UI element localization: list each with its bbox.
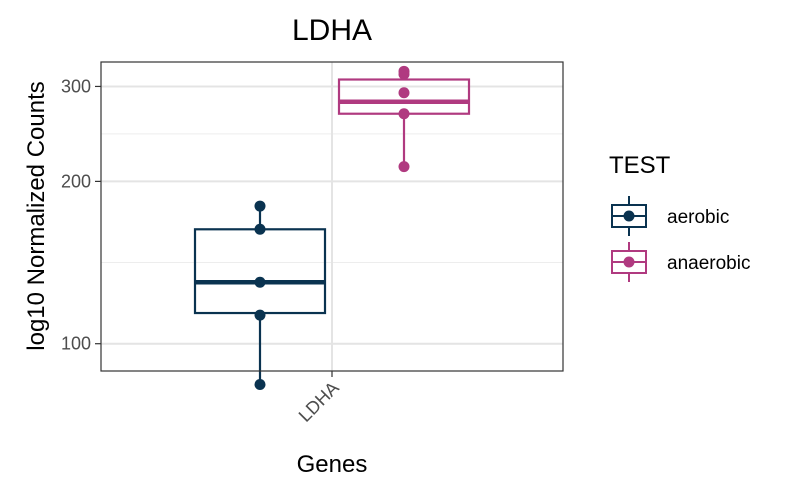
data-point	[254, 379, 266, 391]
data-point	[398, 65, 410, 77]
y-tick-label: 300	[61, 76, 91, 96]
legend-key-point	[623, 256, 635, 268]
data-point	[254, 223, 266, 235]
box-aerobic	[193, 200, 327, 391]
data-point	[398, 108, 410, 120]
data-point	[254, 309, 266, 321]
data-point	[398, 87, 410, 99]
data-point	[254, 200, 266, 212]
x-axis-label: Genes	[297, 451, 368, 478]
plot-area	[100, 61, 564, 391]
data-point	[398, 161, 410, 173]
chart-title: LDHA	[292, 14, 372, 47]
y-tick-label: 200	[61, 171, 91, 191]
box-anaerobic	[337, 65, 471, 173]
y-tick-label: 100	[61, 334, 91, 354]
data-point	[254, 276, 266, 288]
legend-label: anaerobic	[667, 253, 750, 274]
legend-label: aerobic	[667, 207, 729, 228]
legend-key-anaerobic	[611, 242, 647, 282]
y-axis-label: log10 Normalized Counts	[23, 81, 50, 350]
legend-key-point	[623, 210, 635, 222]
legend-key-aerobic	[611, 196, 647, 236]
legend-title: TEST	[609, 152, 671, 179]
x-tick-label: LDHA	[295, 378, 343, 426]
legend: TEST aerobic anaerobic	[609, 152, 750, 282]
